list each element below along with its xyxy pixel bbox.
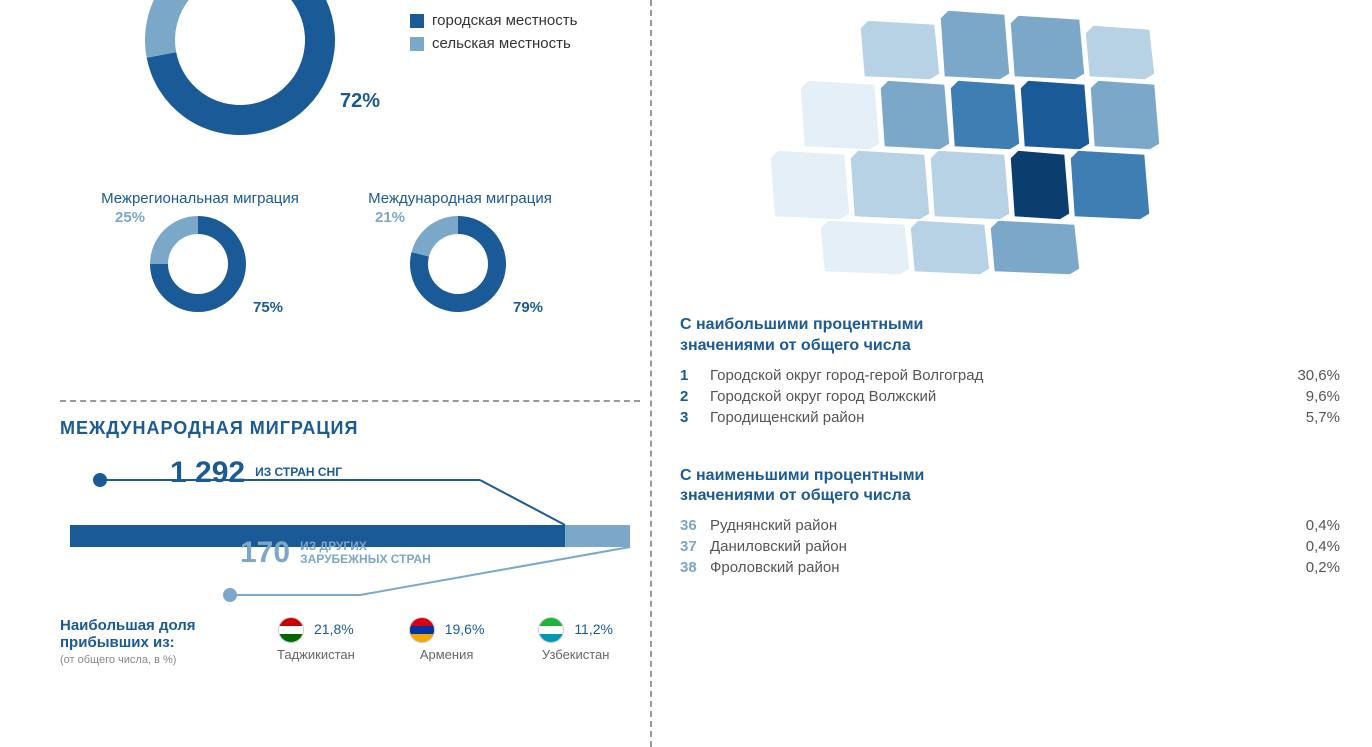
legend-rural: сельская местность [410,35,577,52]
rank-name: Руднянский район [710,517,1270,534]
funnel-chart [60,445,640,605]
country-2-pct: 11,2% [574,621,613,637]
horizontal-divider [60,400,640,402]
other-value: 170 [240,536,290,570]
rank-num: 2 [680,388,710,405]
rank-val: 0,4% [1270,538,1340,555]
rank-num: 38 [680,559,710,576]
top-title-l2: значениями от общего числа [680,337,911,354]
sub0-rural-pct: 25% [115,209,145,226]
rank-num: 37 [680,538,710,555]
bottom-title-l1: С наименьшими процентными [680,467,924,484]
rank-row: 36Руднянский район0,4% [680,517,1340,534]
sub-donut-0: Межрегиональная миграция 25% 75% [100,190,300,322]
rank-row: 3Городищенский район5,7% [680,409,1340,426]
main-urban-pct: 72% [340,90,380,113]
rank-name: Городской округ город-герой Волгоград [710,367,1270,384]
rank-val: 0,2% [1270,559,1340,576]
main-donut: 28% 72% [140,0,340,145]
sub-donut-0-title: Межрегиональная миграция [100,190,300,207]
rank-val: 5,7% [1270,409,1340,426]
top-rank-block: С наибольшими процентными значениями от … [680,315,1340,426]
rank-val: 9,6% [1270,388,1340,405]
right-column: С наибольшими процентными значениями от … [680,0,1340,580]
sub1-urban-pct: 79% [513,299,543,316]
share-note: (от общего числа, в %) [60,654,250,666]
sub0-urban-pct: 75% [253,299,283,316]
rank-num: 36 [680,517,710,534]
rank-row: 38Фроловский район0,2% [680,559,1340,576]
sub-donut-1: Международная миграция 21% 79% [360,190,560,322]
left-column: 28% 72% городская местность сельская мес… [60,0,640,322]
flag-am-icon [409,617,435,643]
share-title-l2: прибывших из: [60,634,175,651]
rank-row: 2Городской округ город Волжский9,6% [680,388,1340,405]
rank-num: 1 [680,367,710,384]
legend-urban: городская местность [410,12,577,29]
rank-val: 0,4% [1270,517,1340,534]
intl-title: МЕЖДУНАРОДНАЯ МИГРАЦИЯ [60,418,640,439]
share-title-l1: Наибольшая доля [60,617,196,634]
country-0: 21,8% Таджикистан [277,617,355,662]
vertical-divider [650,0,652,747]
donut-legend: городская местность сельская местность [410,12,577,58]
country-0-pct: 21,8% [314,621,354,637]
rank-row: 37Даниловский район0,4% [680,538,1340,555]
legend-urban-swatch [410,14,424,28]
rank-val: 30,6% [1270,367,1340,384]
rank-num: 3 [680,409,710,426]
top-title-l1: С наибольшими процентными [680,316,923,333]
other-label-l2: ЗАРУБЕЖНЫХ СТРАН [300,553,431,566]
intl-section: МЕЖДУНАРОДНАЯ МИГРАЦИЯ 1 292 ИЗ СТРАН СН… [60,418,640,666]
rank-name: Даниловский район [710,538,1270,555]
country-2: 11,2% Узбекистан [538,617,613,662]
country-0-name: Таджикистан [277,647,355,662]
flag-uz-icon [538,617,564,643]
bottom-title-l2: значениями от общего числа [680,487,911,504]
sub1-rural-pct: 21% [375,209,405,226]
country-1-name: Армения [409,647,485,662]
sub-donut-1-title: Международная миграция [360,190,560,207]
legend-urban-label: городская местность [432,12,577,29]
bottom-rank-block: С наименьшими процентными значениями от … [680,466,1340,577]
legend-rural-label: сельская местность [432,35,571,52]
cis-value: 1 292 [170,456,245,490]
rank-name: Фроловский район [710,559,1270,576]
country-1-pct: 19,6% [445,621,485,637]
flag-tj-icon [278,617,304,643]
country-2-name: Узбекистан [538,647,613,662]
rank-name: Городищенский район [710,409,1270,426]
rank-name: Городской округ город Волжский [710,388,1270,405]
cis-label: ИЗ СТРАН СНГ [255,466,342,479]
rank-row: 1Городской округ город-герой Волгоград30… [680,367,1340,384]
region-map [680,0,1320,280]
legend-rural-swatch [410,37,424,51]
country-1: 19,6% Армения [409,617,485,662]
